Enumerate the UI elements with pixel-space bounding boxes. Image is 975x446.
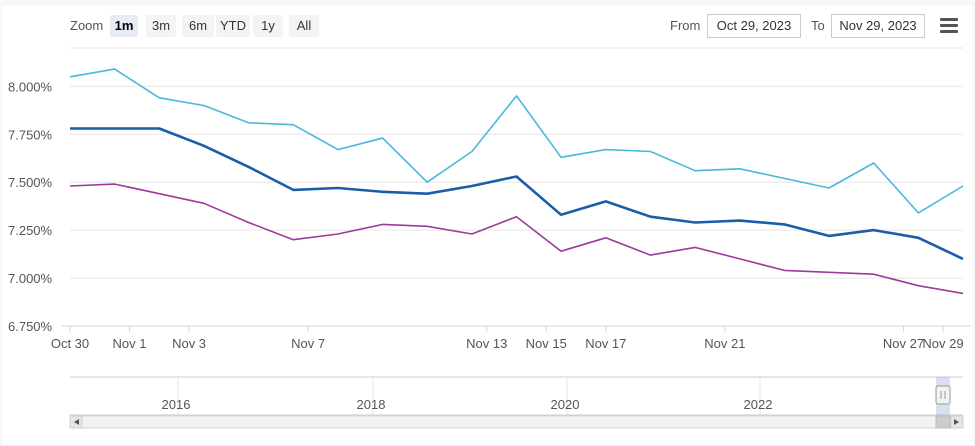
to-label: To [811, 18, 825, 33]
to-date-input[interactable]: Nov 29, 2023 [831, 14, 925, 38]
zoom-1m-button[interactable]: 1m [110, 15, 138, 37]
scrollbar-thumb[interactable] [935, 415, 951, 429]
hamburger-menu-icon[interactable] [940, 18, 958, 34]
series-line-1 [69, 68, 964, 214]
x-tick-label: Nov 1 [113, 336, 147, 351]
series-line-3 [69, 183, 964, 295]
x-tick-label: Nov 27 [883, 336, 924, 351]
x-tick-label: Nov 29 [922, 336, 963, 351]
scrollbar-track[interactable] [69, 415, 964, 429]
from-date-input[interactable]: Oct 29, 2023 [707, 14, 801, 38]
y-tick-label: 7.500% [8, 175, 53, 190]
x-tick-label: Oct 30 [51, 336, 89, 351]
y-tick-label: 7.250% [8, 223, 53, 238]
navigator-handle[interactable] [935, 385, 951, 405]
x-tick-label: Nov 21 [704, 336, 745, 351]
zoom-1y-button[interactable]: 1y [253, 15, 283, 37]
zoom-6m-button[interactable]: 6m [182, 15, 214, 37]
x-tick-label: Nov 17 [585, 336, 626, 351]
y-tick-label: 8.000% [8, 79, 53, 94]
scroll-left-arrow-icon [74, 419, 79, 425]
zoom-ytd-button[interactable]: YTD [216, 15, 250, 37]
scroll-right-arrow-icon [954, 419, 959, 425]
y-tick-label: 6.750% [8, 319, 53, 334]
y-tick-label: 7.000% [8, 271, 53, 286]
zoom-3m-button[interactable]: 3m [146, 15, 176, 37]
x-tick-label: Nov 3 [172, 336, 206, 351]
chart-panel [2, 6, 973, 444]
zoom-label: Zoom [70, 18, 104, 33]
y-tick-label: 7.750% [8, 127, 53, 142]
zoom-all-button[interactable]: All [289, 15, 319, 37]
navigator-year-label: 2018 [357, 397, 386, 412]
x-tick-label: Nov 13 [466, 336, 507, 351]
navigator-year-label: 2022 [744, 397, 773, 412]
from-label: From [670, 18, 701, 33]
x-tick-label: Nov 15 [526, 336, 567, 351]
navigator-year-label: 2020 [551, 397, 580, 412]
series-line-2 [70, 127, 964, 261]
navigator-year-label: 2016 [162, 397, 191, 412]
x-tick-label: Nov 7 [291, 336, 325, 351]
